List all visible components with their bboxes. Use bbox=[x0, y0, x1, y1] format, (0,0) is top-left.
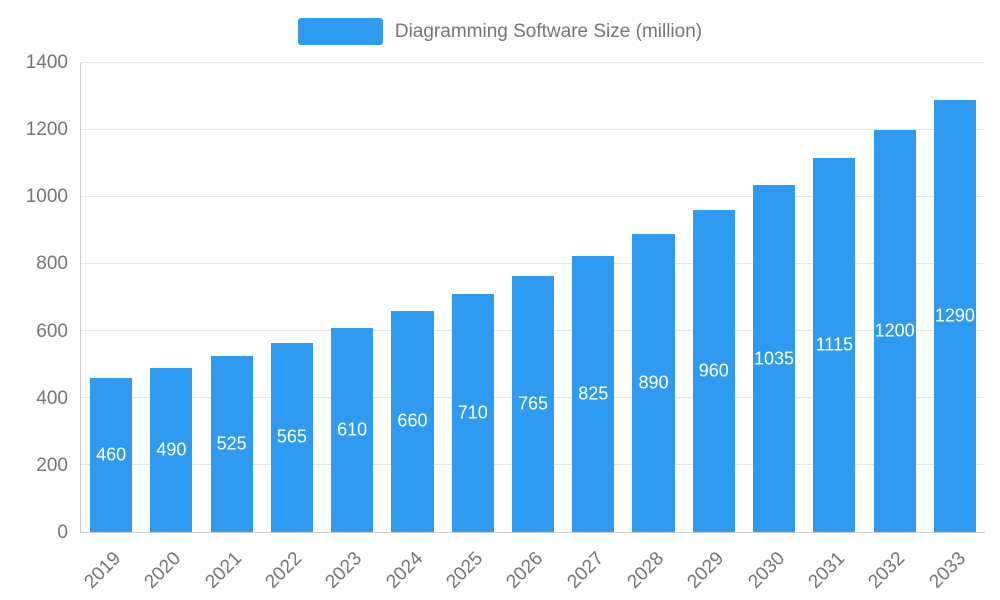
y-tick-label-1200: 1200 bbox=[25, 119, 68, 141]
bar-2032: 1200 bbox=[873, 130, 916, 532]
y-tick-label-0: 0 bbox=[57, 522, 68, 543]
legend[interactable]: Diagramming Software Size (million) bbox=[0, 18, 1000, 45]
bar-value-label-2019: 460 bbox=[96, 444, 127, 465]
x-tick-label-2020: 2020 bbox=[140, 548, 186, 593]
x-tick-label-2027: 2027 bbox=[562, 548, 608, 593]
gridline-800 bbox=[81, 263, 985, 264]
bar-2019: 460 bbox=[90, 377, 133, 532]
bar-value-label-2021: 525 bbox=[216, 433, 247, 454]
x-tick-label-2019: 2019 bbox=[80, 548, 126, 593]
bar-value-label-2025: 710 bbox=[457, 402, 488, 423]
bar-slot-2023: 610 bbox=[322, 63, 382, 532]
x-tick-label-2032: 2032 bbox=[864, 548, 910, 593]
bar-2025: 710 bbox=[451, 294, 494, 532]
bar-slot-2033: 1290 bbox=[925, 63, 985, 532]
bar-2026: 765 bbox=[511, 275, 555, 532]
bar-slot-2030: 1035 bbox=[744, 63, 804, 532]
bar-value-label-2027: 825 bbox=[578, 383, 609, 404]
bar-2022: 565 bbox=[270, 342, 314, 532]
bar-slot-2032: 1200 bbox=[864, 63, 924, 532]
bar-value-label-2026: 765 bbox=[517, 393, 549, 414]
bar-slot-2027: 825 bbox=[563, 63, 623, 532]
bar-slot-2024: 660 bbox=[382, 63, 442, 532]
bar-slot-2028: 890 bbox=[623, 63, 683, 532]
y-tick-label-400: 400 bbox=[36, 387, 68, 409]
bar-value-label-2020: 490 bbox=[156, 439, 187, 460]
bar-slot-2020: 490 bbox=[141, 63, 201, 532]
bar-2020: 490 bbox=[150, 367, 193, 532]
bar-value-label-2022: 565 bbox=[276, 426, 307, 447]
gridline-1400 bbox=[81, 62, 985, 63]
bar-2021: 525 bbox=[210, 356, 253, 532]
bar-value-label-2030: 1035 bbox=[754, 348, 795, 369]
legend-label[interactable]: Diagramming Software Size (million) bbox=[394, 20, 703, 42]
x-tick-label-2023: 2023 bbox=[321, 548, 367, 593]
bar-2029: 960 bbox=[692, 210, 735, 532]
bar-slot-2025: 710 bbox=[443, 63, 503, 532]
x-tick-label-2021: 2021 bbox=[200, 548, 246, 593]
bar-value-label-2029: 960 bbox=[698, 360, 729, 381]
bars: 460 490 525 565 610 660 710 765 825 890 960 1035 111… bbox=[81, 63, 985, 532]
y-tick-label-800: 800 bbox=[36, 253, 68, 275]
gridline-1200 bbox=[81, 129, 985, 130]
y-tick-label-600: 600 bbox=[36, 320, 68, 342]
x-tick-label-2033: 2033 bbox=[924, 548, 970, 593]
bar-value-label-2023: 610 bbox=[337, 419, 368, 440]
bar-2033: 1290 bbox=[933, 99, 976, 532]
bar-2023: 610 bbox=[331, 327, 374, 532]
bar-slot-2031: 1115 bbox=[804, 63, 864, 532]
x-tick-label-2024: 2024 bbox=[381, 548, 427, 593]
x-tick-label-2031: 2031 bbox=[804, 548, 850, 593]
bar-2028: 890 bbox=[632, 233, 675, 532]
x-tick-label-2028: 2028 bbox=[623, 548, 669, 593]
y-axis: 0 200 400 600 800 1000 1200 1400 bbox=[0, 52, 74, 543]
plot-area: 460 490 525 565 610 660 710 765 825 890 960 1035 111… bbox=[80, 62, 985, 533]
x-tick-label-2029: 2029 bbox=[683, 548, 729, 593]
bar-slot-2026: 765 bbox=[503, 63, 563, 532]
bar-slot-2019: 460 bbox=[81, 63, 141, 532]
bar-value-label-2032: 1200 bbox=[874, 320, 915, 341]
legend-swatch[interactable] bbox=[297, 18, 383, 45]
x-tick-label-2026: 2026 bbox=[502, 548, 548, 593]
bar-slot-2029: 960 bbox=[684, 63, 744, 532]
bar-2031: 1115 bbox=[813, 158, 856, 532]
bar-value-label-2031: 1115 bbox=[815, 334, 853, 355]
bar-2030: 1035 bbox=[752, 185, 796, 532]
y-tick-label-200: 200 bbox=[36, 454, 68, 476]
x-tick-label-2030: 2030 bbox=[743, 548, 789, 593]
y-tick-label-1000: 1000 bbox=[25, 186, 68, 208]
x-tick-label-2025: 2025 bbox=[442, 548, 488, 593]
x-tick-label-2022: 2022 bbox=[261, 548, 307, 593]
y-tick-label-1400: 1400 bbox=[25, 52, 68, 73]
bar-2024: 660 bbox=[391, 310, 434, 532]
x-axis: 2019 2020 2021 2022 2023 2024 2025 2026 2027 2028… bbox=[0, 540, 1000, 600]
bar-slot-2022: 565 bbox=[262, 63, 322, 532]
bar-value-label-2024: 660 bbox=[397, 410, 428, 431]
bar-value-label-2028: 890 bbox=[638, 372, 669, 393]
bar-2027: 825 bbox=[572, 255, 615, 532]
bar-value-label-2033: 1290 bbox=[934, 305, 975, 326]
bar-slot-2021: 525 bbox=[202, 63, 262, 532]
gridline-1000 bbox=[81, 196, 985, 197]
